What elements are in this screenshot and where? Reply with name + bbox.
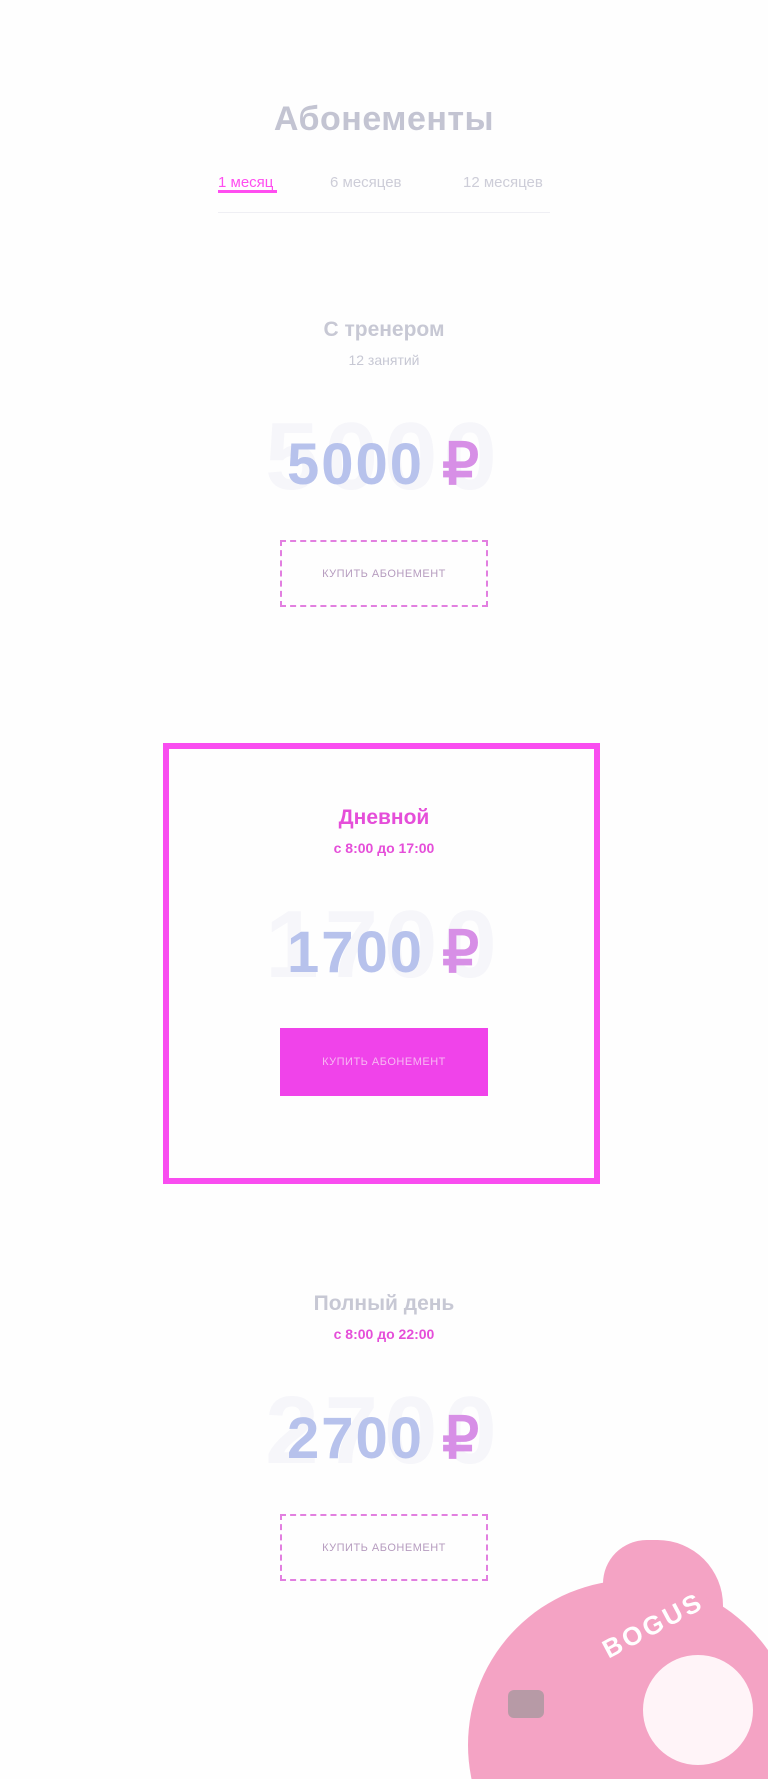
plan-price: 5000 5000 ₽ [0, 402, 768, 512]
plan-subtitle: с 8:00 до 22:00 [333, 1326, 435, 1342]
tab-12-months[interactable]: 12 месяцев [463, 174, 543, 191]
plan-subtitle: 12 занятий [348, 352, 420, 368]
plan-card-full-day: Полный день с 8:00 до 22:00 2700 2700 ₽ … [0, 1292, 768, 1581]
tab-6-months[interactable]: 6 месяцев [330, 174, 402, 191]
price-amount: 2700 [286, 1406, 424, 1471]
brand-logo: BOGUS [468, 1540, 768, 1779]
buy-subscription-button[interactable]: Купить абонемент [280, 1514, 488, 1581]
price-value: 1700 ₽ [0, 918, 768, 986]
price-ghost-text: 5000 [265, 403, 503, 510]
tab-label: 6 месяцев [330, 174, 402, 191]
page-title: Абонементы [273, 100, 495, 138]
plan-subtitle: с 8:00 до 17:00 [333, 840, 435, 856]
price-value: 2700 ₽ [0, 1404, 768, 1472]
price-amount: 1700 [286, 920, 424, 985]
plan-name: Дневной [338, 806, 430, 829]
plan-price: 1700 1700 ₽ [0, 890, 768, 1000]
buy-subscription-button[interactable]: Купить абонемент [280, 1028, 488, 1096]
logo-inner-circle [643, 1655, 753, 1765]
plan-name: С тренером [323, 318, 445, 341]
active-tab-underline [218, 190, 277, 193]
highlighted-plan-frame [163, 743, 600, 1184]
price-ghost-text: 1700 [265, 891, 503, 998]
plan-card-trainer: С тренером 12 занятий 5000 5000 ₽ Купить… [0, 318, 768, 607]
plan-price: 2700 2700 ₽ [0, 1376, 768, 1486]
currency-symbol: ₽ [442, 920, 482, 985]
currency-symbol: ₽ [442, 1406, 482, 1471]
buy-subscription-button[interactable]: Купить абонемент [280, 540, 488, 607]
tab-1-month[interactable]: 1 месяц [218, 174, 277, 193]
price-value: 5000 ₽ [0, 430, 768, 498]
price-amount: 5000 [286, 432, 424, 497]
plan-name: Полный день [313, 1292, 455, 1315]
period-tabs: 1 месяц 6 месяцев 12 месяцев [218, 170, 550, 213]
currency-symbol: ₽ [442, 432, 482, 497]
tab-label: 1 месяц [218, 174, 274, 191]
logo-mark-shape [508, 1690, 544, 1718]
tab-label: 12 месяцев [463, 174, 543, 191]
plan-card-day: Дневной с 8:00 до 17:00 1700 1700 ₽ Купи… [0, 806, 768, 1096]
price-ghost-text: 2700 [265, 1377, 503, 1484]
